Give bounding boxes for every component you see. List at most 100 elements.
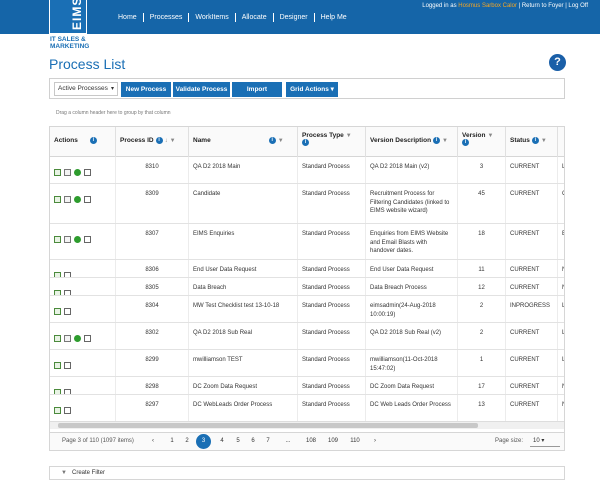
col-name[interactable]: Name i ▼ — [189, 127, 298, 157]
edit-icon[interactable] — [54, 236, 61, 243]
info-icon[interactable]: i — [462, 139, 469, 146]
col-status[interactable]: Status i ▼ — [506, 127, 558, 157]
scrollbar-thumb[interactable] — [58, 423, 478, 428]
cell-process-type: Standard Process — [298, 350, 366, 376]
new-process-button[interactable]: New Process — [121, 82, 171, 97]
table-row[interactable]: 8298 DC Zoom Data Request Standard Process… — [50, 377, 564, 395]
process-filter-select[interactable]: Active Processes ▾ — [54, 82, 118, 96]
document-icon[interactable] — [84, 169, 91, 176]
filter-icon[interactable]: ▼ — [442, 138, 448, 145]
help-icon[interactable]: ? — [549, 54, 566, 71]
edit-icon[interactable] — [54, 362, 61, 369]
page-link[interactable]: 5 — [236, 438, 240, 444]
validate-process-button[interactable]: Validate Process — [173, 82, 230, 97]
page-size-select[interactable]: 10 ▾ — [530, 436, 560, 447]
info-icon[interactable]: i — [89, 137, 97, 144]
import-button[interactable]: Import — [232, 82, 282, 97]
col-process-type[interactable]: Process Type ▼ i — [298, 127, 366, 157]
nav-processes[interactable]: Processes — [144, 13, 190, 22]
cell-overflow: L — [558, 350, 564, 376]
filter-icon[interactable]: ▼ — [345, 133, 352, 139]
copy-icon[interactable] — [64, 196, 71, 203]
edit-icon[interactable] — [54, 290, 61, 295]
info-icon[interactable]: i — [155, 137, 163, 144]
user-links[interactable]: | Return to Foyer | Log Off — [516, 3, 588, 9]
start-icon[interactable] — [74, 335, 81, 342]
page-link[interactable]: 4 — [220, 438, 224, 444]
filter-icon[interactable]: ▼ — [540, 138, 547, 145]
col-version-description[interactable]: Version Description i ▼ — [366, 127, 458, 157]
info-icon[interactable]: i — [268, 137, 276, 144]
table-row[interactable]: 8299 mwilliamson TEST Standard Process mwil… — [50, 350, 564, 377]
table-row[interactable]: 8306 End User Data Request Standard Proces… — [50, 260, 564, 278]
col-actions[interactable]: Actions i — [50, 127, 116, 157]
document-icon[interactable] — [84, 236, 91, 243]
edit-icon[interactable] — [54, 389, 61, 394]
horizontal-scrollbar[interactable] — [50, 421, 564, 429]
row-actions — [50, 296, 116, 322]
page-link-active[interactable]: 3 — [196, 434, 211, 449]
toolbar: Active Processes ▾ New Process Validate … — [49, 78, 565, 99]
table-row[interactable]: 8297 DC WebLeads Order Process Standard Pr… — [50, 395, 564, 422]
prev-page-icon[interactable]: ‹ — [152, 438, 154, 444]
sort-down-icon[interactable]: ↓ — [164, 138, 168, 145]
table-row[interactable]: 8304 MW Test Checklist test 13-10-18 Stand… — [50, 296, 564, 323]
nav-allocate[interactable]: Allocate — [236, 13, 274, 22]
row-actions-icons — [54, 329, 111, 342]
page-link[interactable]: 1 — [170, 438, 174, 444]
copy-icon[interactable] — [64, 335, 71, 342]
start-icon[interactable] — [74, 196, 81, 203]
start-icon[interactable] — [74, 236, 81, 243]
table-row[interactable]: 8305 Data Breach Standard Process Data Brea… — [50, 278, 564, 296]
create-filter-bar[interactable]: ▼ Create Filter — [49, 466, 565, 480]
col-process-id[interactable]: Process ID i ↓ ▼ — [116, 127, 189, 157]
grid-actions-button[interactable]: Grid Actions ▾ — [286, 82, 338, 97]
document-icon[interactable] — [64, 362, 71, 369]
info-icon[interactable]: i — [433, 137, 441, 144]
col-version[interactable]: Version ▼ i — [458, 127, 506, 157]
next-page-icon[interactable]: › — [374, 438, 376, 444]
copy-icon[interactable] — [64, 169, 71, 176]
document-icon[interactable] — [64, 389, 71, 394]
cell-version: 17 — [458, 377, 506, 394]
page-link[interactable]: 108 — [305, 438, 316, 444]
page-link[interactable]: 110 — [350, 438, 360, 444]
filter-icon[interactable]: ▼ — [169, 138, 176, 145]
filter-icon[interactable]: ▼ — [487, 133, 494, 139]
edit-icon[interactable] — [54, 335, 61, 342]
create-filter-label[interactable]: Create Filter — [72, 470, 106, 476]
copy-icon[interactable] — [64, 236, 71, 243]
table-row[interactable]: 8302 QA D2 2018 Sub Real Standard Process Q… — [50, 323, 564, 350]
page-link[interactable]: 6 — [251, 438, 255, 444]
cell-overflow: E — [558, 224, 564, 259]
logo[interactable] — [49, 0, 87, 34]
cell-process-type: Standard Process — [298, 278, 366, 295]
cell-process-id: 8310 — [116, 157, 189, 183]
edit-icon[interactable] — [54, 169, 61, 176]
edit-icon[interactable] — [54, 272, 61, 277]
info-icon[interactable]: i — [302, 139, 309, 146]
nav-home[interactable]: Home — [112, 13, 144, 22]
document-icon[interactable] — [64, 308, 71, 315]
document-icon[interactable] — [64, 407, 71, 414]
document-icon[interactable] — [84, 335, 91, 342]
start-icon[interactable] — [74, 169, 81, 176]
document-icon[interactable] — [64, 290, 71, 295]
edit-icon[interactable] — [54, 407, 61, 414]
page-link[interactable]: 7 — [266, 438, 270, 444]
document-icon[interactable] — [84, 196, 91, 203]
nav-workitems[interactable]: WorkItems — [189, 13, 236, 22]
page-link[interactable]: 2 — [185, 438, 189, 444]
filter-icon[interactable]: ▼ — [277, 138, 284, 145]
table-row[interactable]: 8309 Candidate Standard Process Recruitment… — [50, 184, 564, 224]
cell-version: 18 — [458, 224, 506, 259]
edit-icon[interactable] — [54, 196, 61, 203]
page-link[interactable]: 109 — [327, 438, 338, 444]
nav-help-me[interactable]: Help Me — [320, 14, 347, 21]
info-icon[interactable]: i — [531, 137, 539, 144]
table-row[interactable]: 8307 EIMS Enquiries Standard Process Enquir… — [50, 224, 564, 260]
document-icon[interactable] — [64, 272, 71, 277]
table-row[interactable]: 8310 QA D2 2018 Main Standard Process QA D2… — [50, 157, 564, 184]
edit-icon[interactable] — [54, 308, 61, 315]
nav-designer[interactable]: Designer — [274, 13, 315, 22]
